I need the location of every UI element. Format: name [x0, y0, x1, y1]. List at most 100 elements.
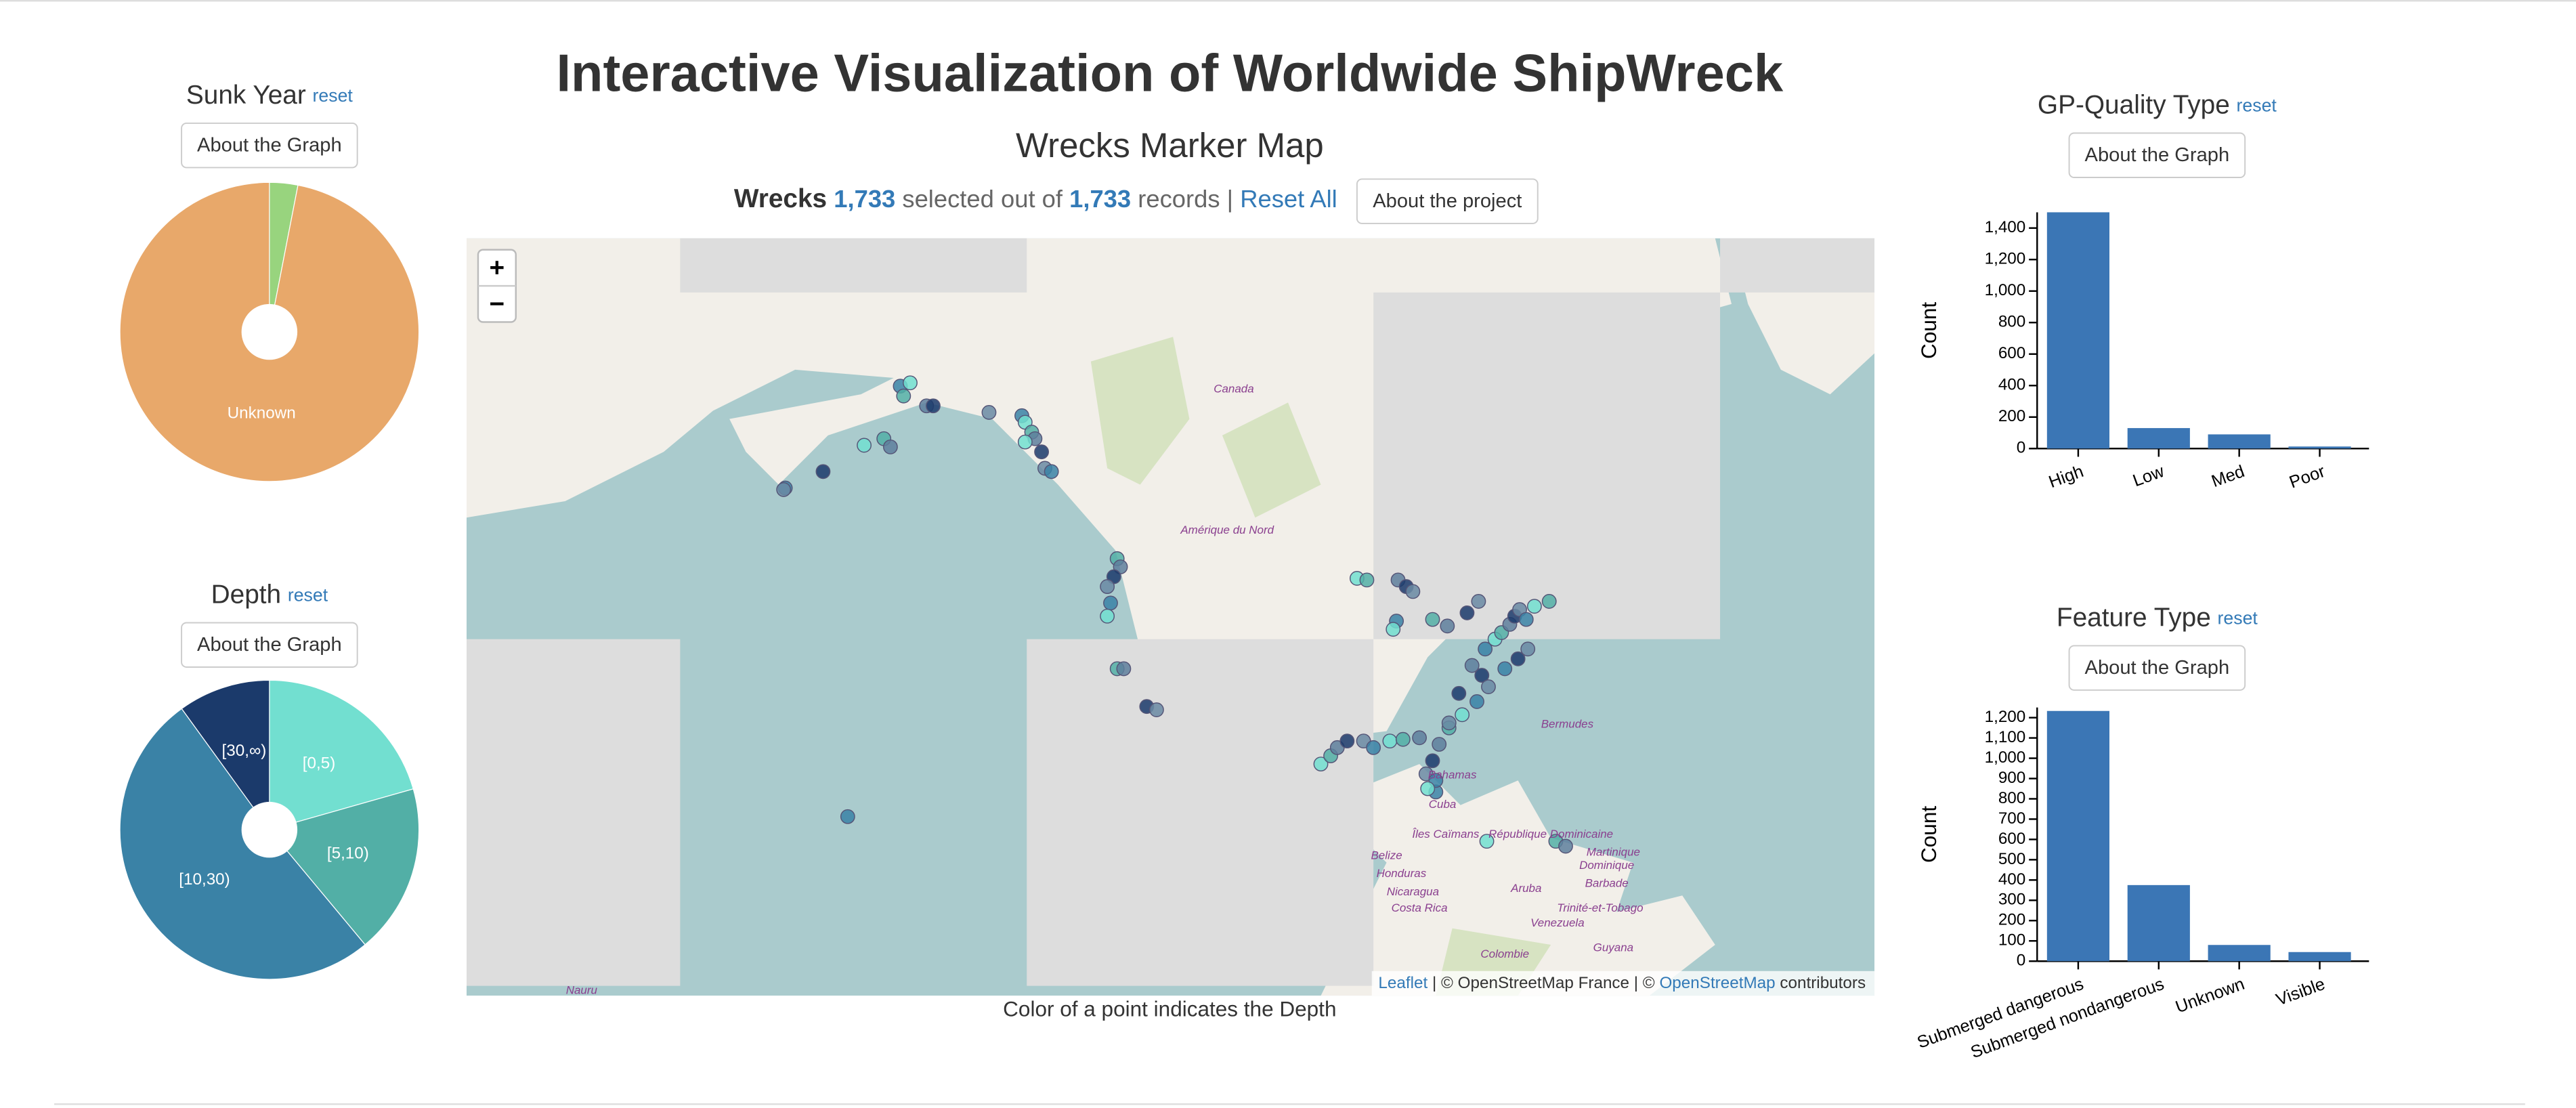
- wreck-marker[interactable]: [1149, 702, 1164, 717]
- wreck-marker[interactable]: [1541, 594, 1557, 609]
- about-project-button[interactable]: About the project: [1356, 178, 1539, 224]
- panel-title-text: Sunk Year: [186, 81, 306, 110]
- wreck-marker[interactable]: [1425, 612, 1440, 627]
- wreck-marker[interactable]: [1395, 731, 1411, 747]
- y-tick-label: 0: [2017, 952, 2026, 970]
- wreck-marker[interactable]: [1455, 707, 1470, 723]
- bar[interactable]: [2127, 428, 2190, 449]
- wreck-marker[interactable]: [815, 464, 831, 480]
- wreck-marker[interactable]: [1034, 444, 1050, 460]
- zoom-in[interactable]: +: [490, 253, 505, 282]
- wreck-marker[interactable]: [1440, 618, 1455, 634]
- x-tick-label: Low: [2130, 462, 2167, 490]
- button-label[interactable]: About the Graph: [2085, 657, 2230, 679]
- wreck-marker[interactable]: [1558, 838, 1573, 854]
- wreck-marker[interactable]: [1459, 605, 1475, 620]
- bar[interactable]: [2208, 945, 2271, 962]
- wreck-marker[interactable]: [1441, 715, 1457, 731]
- reset-link[interactable]: reset: [313, 85, 353, 106]
- wreck-marker[interactable]: [1366, 740, 1381, 755]
- place-label: Bahamas: [1428, 769, 1477, 782]
- slice-label: [10,30): [179, 870, 230, 889]
- slice-label: [0,5): [303, 754, 336, 773]
- wreck-marker[interactable]: [1451, 685, 1467, 701]
- bar[interactable]: [2127, 885, 2190, 962]
- wreck-marker[interactable]: [1425, 753, 1440, 769]
- pie-slice[interactable]: [268, 788, 420, 945]
- y-tick-label: 200: [1998, 911, 2025, 929]
- wreck-marker[interactable]: [1313, 757, 1329, 772]
- button-label[interactable]: About the Graph: [197, 634, 342, 656]
- bar[interactable]: [2208, 434, 2271, 449]
- zoom-out[interactable]: −: [490, 289, 505, 318]
- wreck-marker[interactable]: [1469, 694, 1484, 709]
- wreck-marker[interactable]: [1471, 594, 1486, 609]
- wreck-marker[interactable]: [1474, 668, 1490, 683]
- leaflet-link[interactable]: Leaflet: [1378, 975, 1427, 993]
- y-tick-label: 800: [1998, 789, 2025, 807]
- wreck-marker[interactable]: [1044, 464, 1059, 480]
- wreck-marker[interactable]: [1386, 622, 1401, 637]
- wreck-marker[interactable]: [1518, 612, 1534, 627]
- wreck-marker[interactable]: [1103, 595, 1118, 611]
- wreck-marker[interactable]: [1478, 641, 1493, 657]
- bar[interactable]: [2288, 952, 2351, 962]
- wreck-marker[interactable]: [1510, 651, 1526, 666]
- button-label[interactable]: About the Graph: [2085, 144, 2230, 166]
- reset-link[interactable]: reset: [2237, 95, 2277, 116]
- wreck-marker[interactable]: [1412, 730, 1427, 746]
- wreck-marker[interactable]: [896, 388, 911, 404]
- button-label[interactable]: About the Graph: [197, 135, 342, 156]
- about-graph-button[interactable]: About the Graph: [2068, 645, 2246, 691]
- wreck-marker[interactable]: [776, 482, 792, 497]
- slice-label: [5,10): [327, 844, 369, 862]
- pie-slice[interactable]: [269, 679, 414, 830]
- wreck-marker[interactable]: [1382, 733, 1398, 749]
- wreck-marker[interactable]: [882, 439, 898, 454]
- place-label: Trinité-et-Tobago: [1557, 901, 1643, 914]
- bar[interactable]: [2046, 710, 2110, 962]
- slice-label: [30,∞): [222, 742, 267, 760]
- y-tick-label: 800: [1998, 313, 2025, 331]
- wreck-marker[interactable]: [903, 375, 918, 391]
- map[interactable]: Canada Amérique du Nord Bermudes Bahamas…: [466, 238, 1875, 997]
- about-graph-button[interactable]: About the Graph: [181, 122, 358, 169]
- place-label: Cuba: [1429, 798, 1457, 811]
- wreck-marker[interactable]: [926, 398, 941, 414]
- wreck-marker[interactable]: [1017, 434, 1033, 450]
- wreck-marker[interactable]: [1359, 572, 1375, 588]
- bar[interactable]: [2046, 212, 2110, 449]
- pie-slice[interactable]: [119, 708, 366, 980]
- wreck-marker[interactable]: [1479, 834, 1495, 849]
- wreck-marker[interactable]: [1497, 661, 1513, 677]
- wreck-marker[interactable]: [1405, 584, 1421, 599]
- place-label: Aruba: [1510, 882, 1541, 895]
- y-tick-label: 600: [1998, 830, 2025, 848]
- wreck-marker[interactable]: [1481, 679, 1496, 695]
- wreck-marker[interactable]: [1116, 661, 1132, 677]
- y-tick-label: 1,200: [1985, 708, 2026, 726]
- y-axis-label: Count: [1916, 302, 1941, 359]
- about-graph-button[interactable]: About the Graph: [2068, 132, 2246, 178]
- reset-link[interactable]: reset: [2218, 608, 2258, 628]
- wreck-marker[interactable]: [1520, 641, 1536, 657]
- button-label[interactable]: About the project: [1373, 190, 1522, 212]
- wreck-marker[interactable]: [1464, 658, 1480, 673]
- reset-link[interactable]: reset: [288, 585, 328, 605]
- wreck-marker[interactable]: [1339, 733, 1355, 749]
- osm-link[interactable]: OpenStreetMap: [1659, 975, 1775, 993]
- reset-all-link[interactable]: Reset All: [1240, 185, 1337, 213]
- wreck-marker[interactable]: [1526, 599, 1542, 614]
- pie-slice[interactable]: [181, 679, 270, 832]
- wreck-marker[interactable]: [1420, 781, 1436, 796]
- wreck-marker[interactable]: [1100, 579, 1115, 595]
- about-graph-button[interactable]: About the Graph: [181, 622, 358, 668]
- wreck-marker[interactable]: [1432, 737, 1447, 752]
- wreck-marker[interactable]: [857, 438, 872, 453]
- place-label: Canada: [1214, 382, 1253, 395]
- map-caption: Color of a point indicates the Depth: [1003, 996, 1336, 1021]
- bar[interactable]: [2288, 446, 2351, 449]
- wreck-marker[interactable]: [1100, 608, 1115, 624]
- wreck-marker[interactable]: [840, 809, 855, 824]
- wreck-marker[interactable]: [981, 405, 997, 420]
